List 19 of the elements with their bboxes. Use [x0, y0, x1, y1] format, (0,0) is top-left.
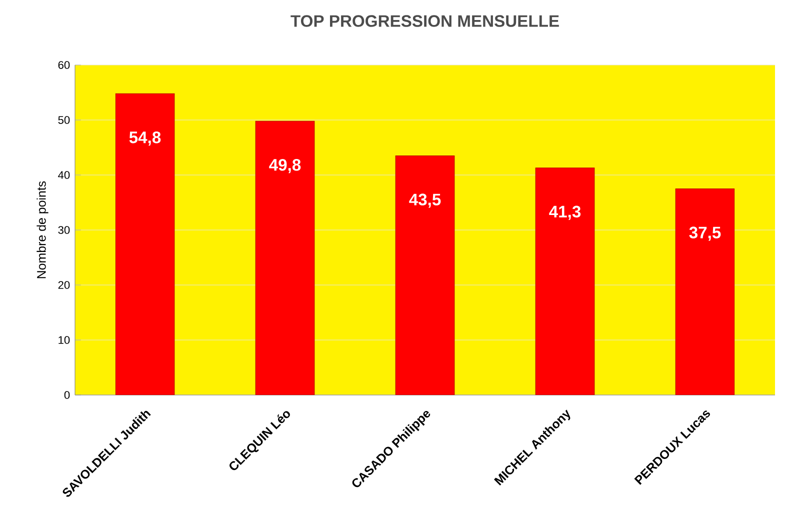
bar: [535, 168, 595, 395]
data-label: 54,8: [129, 131, 161, 146]
y-tick-label: 0: [64, 391, 70, 399]
y-tick-label: 50: [58, 116, 70, 124]
y-tick-label: 10: [58, 336, 70, 344]
bar: [255, 120, 315, 395]
bar: [675, 188, 735, 395]
bar: [395, 155, 455, 395]
bar: [115, 93, 175, 395]
data-label: 41,3: [549, 206, 581, 220]
chart-title: TOP PROGRESSION MENSUELLE: [290, 15, 559, 27]
y-tick-label: 30: [58, 226, 70, 234]
y-tick-label: 40: [58, 171, 70, 179]
y-tick-label: 60: [58, 61, 70, 69]
y-axis-title: Nombre de points: [36, 181, 48, 278]
data-label: 37,5: [689, 226, 721, 241]
data-label: 43,5: [409, 194, 441, 208]
data-label: 49,8: [269, 158, 301, 174]
y-tick-label: 20: [58, 281, 70, 289]
